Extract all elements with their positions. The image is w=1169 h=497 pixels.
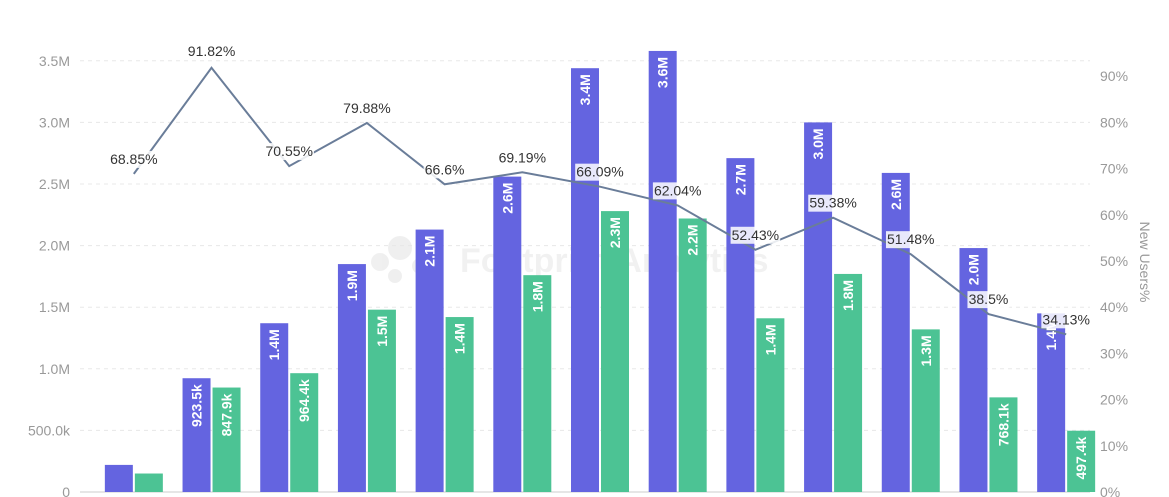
bar-series2: [290, 373, 319, 492]
y-tick-label: 2.5M: [39, 176, 70, 192]
bar-series1: [571, 68, 599, 492]
bar-label-series1: 2.6M: [499, 183, 515, 214]
bar-label-series2: 1.8M: [840, 280, 856, 311]
line-label-bg: [1041, 311, 1091, 329]
bar-label-series1: 3.6M: [655, 57, 671, 88]
bar-label-series1: 3.0M: [810, 128, 826, 159]
y2-tick-label: 0%: [1100, 484, 1120, 497]
line-point-label: 66.6%: [425, 161, 465, 177]
y2-tick-label: 90%: [1100, 68, 1128, 84]
line-point-label: 68.85%: [110, 151, 157, 167]
line-series-new-users: [132, 66, 1067, 336]
line-label-bg: [575, 163, 625, 181]
line-point-label: 34.13%: [1042, 311, 1089, 327]
line-point-label: 70.55%: [265, 143, 312, 159]
bar-series1: [648, 50, 677, 492]
bar-series2: [212, 387, 241, 492]
bar-label-series2: 847.9k: [219, 393, 235, 436]
line-label-bg: [808, 194, 858, 212]
y2-tick-label: 50%: [1100, 253, 1128, 269]
bar-series1: [260, 323, 289, 492]
y2-tick-label: 80%: [1100, 114, 1128, 130]
y2-tick-label: 10%: [1100, 438, 1128, 454]
bar-label-series1: 1.4M: [266, 329, 282, 360]
line-point-label: 91.82%: [188, 43, 235, 59]
bar-series2: [989, 397, 1018, 492]
bar-label-series2: 1.4M: [762, 324, 778, 355]
y-tick-label: 1.0M: [39, 361, 70, 377]
bar-series2: [834, 273, 863, 492]
y-tick-label: 0: [62, 484, 70, 497]
line-label-bg: [497, 149, 548, 167]
y2-tick-label: 30%: [1100, 345, 1128, 361]
bar-label-series1: 1.9M: [344, 270, 360, 301]
bar-series2: [1067, 430, 1096, 492]
line-point-label: 69.19%: [499, 149, 546, 165]
bar-series1: [337, 264, 366, 492]
bar-label-series2: 768.1k: [995, 403, 1011, 446]
bar-series2: [523, 275, 552, 492]
line-point-label: 38.5%: [969, 291, 1009, 307]
bar-series1: [726, 158, 755, 493]
line-point-label: 59.38%: [809, 195, 856, 211]
bar-label-series2: 1.3M: [918, 335, 934, 366]
bar-series1: [881, 172, 910, 493]
line-point-label: 52.43%: [732, 227, 779, 243]
y2-tick-label: 40%: [1100, 299, 1128, 315]
bar-series2: [911, 329, 940, 492]
bar-series2: [601, 211, 629, 492]
bar-label-series2: 1.8M: [529, 281, 545, 312]
line-label-bg: [652, 182, 703, 200]
bar-label-series1: 923.5k: [189, 384, 205, 427]
y-tick-label: 500.0k: [28, 422, 71, 438]
bar-series2: [367, 309, 396, 492]
bar-series1: [493, 176, 522, 492]
line-label-bg: [423, 161, 466, 179]
bar-label-series1: 2.0M: [965, 254, 981, 285]
bar-label-series2: 1.5M: [374, 316, 390, 347]
line-label-bg: [885, 231, 936, 249]
bar-series1: [804, 122, 833, 493]
y-tick-label: 2.0M: [39, 238, 70, 254]
y-tick-label: 3.0M: [39, 114, 70, 130]
line-label-bg: [730, 226, 781, 244]
y2-tick-label: 20%: [1100, 392, 1128, 408]
bar-series1: [182, 378, 211, 492]
watermark-logo-icon: [371, 236, 428, 283]
y-tick-label: 3.5M: [39, 53, 70, 69]
line-point-label: 66.09%: [576, 164, 623, 180]
bar-series1: [1037, 313, 1066, 492]
line-label-bg: [342, 99, 392, 117]
line-point-label: 51.48%: [887, 231, 934, 247]
bar-series1: [959, 248, 988, 492]
line-point-label: 79.88%: [343, 100, 390, 116]
bar-series2: [678, 218, 707, 492]
y-tick-label: 1.5M: [39, 299, 70, 315]
bar-series2: [445, 317, 474, 492]
line-label-bg: [967, 291, 1010, 309]
y2-tick-label: 60%: [1100, 207, 1128, 223]
bar-series1: [104, 464, 133, 492]
line-point-label: 62.04%: [654, 182, 701, 198]
bar-label-series2: 1.4M: [452, 323, 468, 354]
y2-axis-title: New Users%: [1137, 222, 1153, 303]
bar-label-series2: 2.3M: [607, 217, 623, 248]
bar-label-series2: 497.4k: [1073, 437, 1089, 480]
y2-tick-label: 70%: [1100, 161, 1128, 177]
bar-label-series1: 2.1M: [422, 236, 438, 267]
line-label-bg: [186, 42, 237, 60]
bar-label-series1: 2.7M: [732, 164, 748, 195]
bar-series2: [756, 318, 785, 492]
bar-label-series1: 2.6M: [888, 179, 904, 210]
line-label-bg: [109, 150, 159, 168]
bar-label-series1: 3.4M: [577, 74, 593, 105]
bar-label-series2: 2.2M: [685, 224, 701, 255]
bar-series2: [134, 473, 163, 492]
line-label-bg: [264, 143, 315, 161]
bar-label-series2: 964.4k: [296, 379, 312, 422]
bar-series1: [415, 229, 444, 493]
